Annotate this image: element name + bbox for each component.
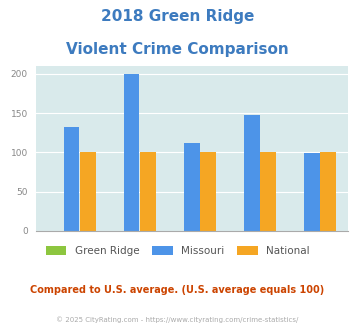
Bar [184,143,200,231]
Legend: Green Ridge, Missouri, National: Green Ridge, Missouri, National [45,246,310,256]
Bar [244,115,260,231]
Bar [140,152,155,231]
Bar [80,152,95,231]
Bar [304,153,320,231]
Text: © 2025 CityRating.com - https://www.cityrating.com/crime-statistics/: © 2025 CityRating.com - https://www.city… [56,316,299,323]
Text: 2018 Green Ridge: 2018 Green Ridge [101,9,254,24]
Bar [124,74,140,231]
Bar [260,152,276,231]
Bar [64,127,80,231]
Text: Violent Crime Comparison: Violent Crime Comparison [66,42,289,57]
Bar [320,152,336,231]
Bar [200,152,216,231]
Text: Compared to U.S. average. (U.S. average equals 100): Compared to U.S. average. (U.S. average … [31,284,324,295]
